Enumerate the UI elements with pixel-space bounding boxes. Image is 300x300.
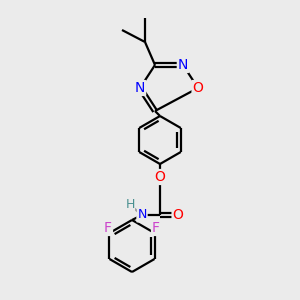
Text: O: O bbox=[172, 208, 183, 222]
Text: N: N bbox=[137, 208, 147, 221]
Text: H: H bbox=[125, 199, 135, 212]
Text: N: N bbox=[178, 58, 188, 72]
Text: F: F bbox=[152, 221, 160, 235]
Text: O: O bbox=[154, 170, 165, 184]
Text: F: F bbox=[104, 221, 112, 235]
Text: N: N bbox=[135, 81, 145, 95]
Text: O: O bbox=[193, 81, 203, 95]
